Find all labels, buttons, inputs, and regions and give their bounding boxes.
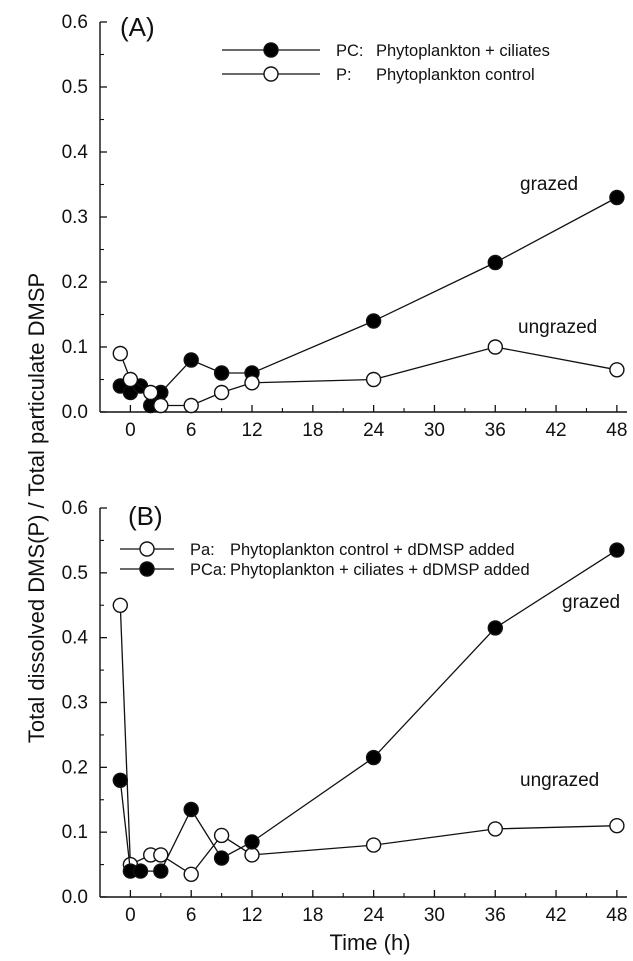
y-tick-label: 0.5 — [62, 563, 88, 584]
data-point-open — [213, 827, 230, 844]
legend-description: Phytoplankton + ciliates + dDMSP added — [230, 561, 530, 579]
legend-marker — [139, 561, 155, 577]
data-point-filled — [132, 863, 149, 879]
y-tick-label: 0.3 — [62, 207, 88, 228]
legend-code: P: — [336, 66, 352, 84]
panel-a: 0.0 0.1 0.2 0.3 0.4 0.5 0.6 0 6 12 18 24 30 36 42 48 (A)… — [62, 12, 628, 441]
x-axis-label: Time (h) — [329, 930, 410, 955]
data-point-filled — [487, 620, 503, 636]
y-tick-label: 0.5 — [62, 77, 88, 98]
data-point-open — [122, 371, 139, 388]
legend-code: Pa: — [190, 541, 215, 559]
data-point-open — [153, 847, 169, 863]
series-line-filled — [119, 549, 618, 872]
x-tick-label: 6 — [186, 905, 197, 926]
y-axis-label: Total dissolved DMS(P) / Total particula… — [24, 273, 49, 743]
y-tick-label: 0.3 — [62, 693, 88, 714]
x-tick-label: 12 — [241, 905, 262, 926]
legend-description: Phytoplankton control + dDMSP added — [230, 541, 515, 559]
x-tick-label: 0 — [125, 420, 136, 441]
x-tick-label: 48 — [606, 420, 627, 441]
annotation-grazed: grazed — [520, 174, 578, 195]
x-tick-label: 0 — [125, 905, 136, 926]
data-point-open — [183, 866, 199, 882]
legend-code: PCa: — [190, 561, 227, 579]
data-point-open — [213, 384, 230, 401]
y-tick-label: 0.2 — [62, 757, 88, 778]
y-tick-label: 0.2 — [62, 272, 88, 293]
series-line-open — [119, 605, 617, 876]
panel-b: 0.0 0.1 0.2 0.3 0.4 0.5 0.6 0 6 12 18 24 30 36 42 48 (B)… — [62, 498, 628, 926]
x-tick-label: 36 — [485, 905, 506, 926]
y-tick-label: 0.1 — [62, 822, 88, 843]
legend-code: PC: — [336, 42, 364, 60]
x-tick-label: 24 — [363, 905, 385, 926]
data-point-open — [142, 384, 159, 401]
y-tick-label: 0.0 — [62, 887, 88, 908]
data-point-open — [365, 837, 382, 853]
x-tick-label: 48 — [606, 905, 627, 926]
x-tick-label: 30 — [424, 905, 445, 926]
data-point-open — [244, 847, 260, 863]
data-point-filled — [365, 749, 382, 766]
data-point-filled — [183, 801, 199, 818]
series-line-open — [119, 346, 618, 407]
data-point-open — [487, 821, 503, 837]
annotation-ungrazed: ungrazed — [518, 317, 597, 338]
data-point-filled — [153, 863, 169, 879]
legend: PC: Phytoplankton + ciliates P: Phytoplankt… — [222, 42, 550, 84]
legend-description: Phytoplankton + ciliates — [376, 42, 550, 60]
legend: Pa: Phytoplankton control + dDMSP addedPC… — [120, 541, 530, 579]
x-tick-label: 42 — [545, 420, 566, 441]
x-tick-label: 36 — [485, 420, 506, 441]
legend-marker — [263, 66, 279, 82]
data-point-open — [183, 397, 199, 414]
annotation-grazed: grazed — [562, 592, 620, 613]
x-tick-label: 30 — [424, 420, 445, 441]
data-point-open — [112, 345, 129, 362]
data-point-filled — [365, 313, 382, 329]
x-tick-label: 18 — [302, 905, 323, 926]
panel-label: (B) — [128, 501, 163, 531]
data-point-filled — [609, 189, 625, 206]
data-point-open — [609, 362, 625, 378]
y-tick-label: 0.4 — [62, 142, 89, 163]
data-point-filled — [213, 850, 230, 866]
y-tick-label: 0.6 — [62, 498, 88, 519]
data-point-filled — [487, 254, 503, 271]
x-tick-label: 24 — [363, 420, 385, 441]
y-tick-label: 0.0 — [62, 402, 88, 423]
legend-marker — [263, 42, 279, 58]
annotation-ungrazed: ungrazed — [520, 770, 599, 791]
data-point-filled — [609, 542, 625, 558]
data-point-filled — [112, 772, 129, 788]
y-tick-label: 0.6 — [62, 12, 88, 33]
data-point-filled — [244, 834, 260, 850]
data-point-open — [153, 397, 169, 414]
data-point-open — [609, 818, 625, 834]
legend-marker — [139, 541, 155, 557]
legend-description: Phytoplankton control — [376, 66, 535, 84]
data-point-open — [365, 371, 382, 388]
data-point-filled — [183, 352, 199, 368]
y-tick-label: 0.4 — [62, 628, 89, 649]
panel-label: (A) — [120, 12, 155, 42]
data-point-open — [244, 375, 260, 391]
data-point-filled — [213, 365, 230, 381]
x-tick-label: 12 — [241, 420, 262, 441]
data-point-open — [112, 597, 129, 613]
y-tick-label: 0.1 — [62, 337, 88, 358]
data-point-open — [487, 339, 503, 355]
x-tick-label: 42 — [545, 905, 566, 926]
x-tick-label: 18 — [302, 420, 323, 441]
x-tick-label: 6 — [186, 420, 197, 441]
